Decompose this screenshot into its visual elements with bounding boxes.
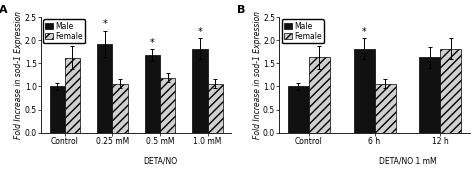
Bar	[50, 86, 65, 133]
Text: *: *	[198, 26, 202, 36]
Bar	[309, 57, 330, 133]
Bar	[354, 49, 374, 133]
Y-axis label: Fold Increase in sod-1 Expression: Fold Increase in sod-1 Expression	[253, 11, 262, 139]
Bar	[97, 44, 112, 133]
Legend: Male, Female: Male, Female	[282, 19, 324, 43]
Bar	[374, 84, 396, 133]
Text: B: B	[237, 5, 246, 15]
Bar	[440, 49, 461, 133]
Y-axis label: Fold Increase in sod-1 Expression: Fold Increase in sod-1 Expression	[14, 11, 23, 139]
Text: DETA/NO: DETA/NO	[143, 157, 177, 166]
Bar	[419, 57, 440, 133]
Bar	[145, 55, 160, 133]
Bar	[208, 84, 223, 133]
Text: *: *	[102, 19, 107, 29]
Bar	[288, 86, 309, 133]
Text: A: A	[0, 5, 8, 15]
Text: DETA/NO 1 mM: DETA/NO 1 mM	[379, 157, 436, 166]
Text: *: *	[362, 26, 366, 36]
Bar	[65, 58, 80, 133]
Bar	[160, 78, 175, 133]
Text: *: *	[150, 38, 155, 48]
Legend: Male, Female: Male, Female	[43, 19, 85, 43]
Bar	[192, 49, 208, 133]
Bar	[112, 84, 128, 133]
